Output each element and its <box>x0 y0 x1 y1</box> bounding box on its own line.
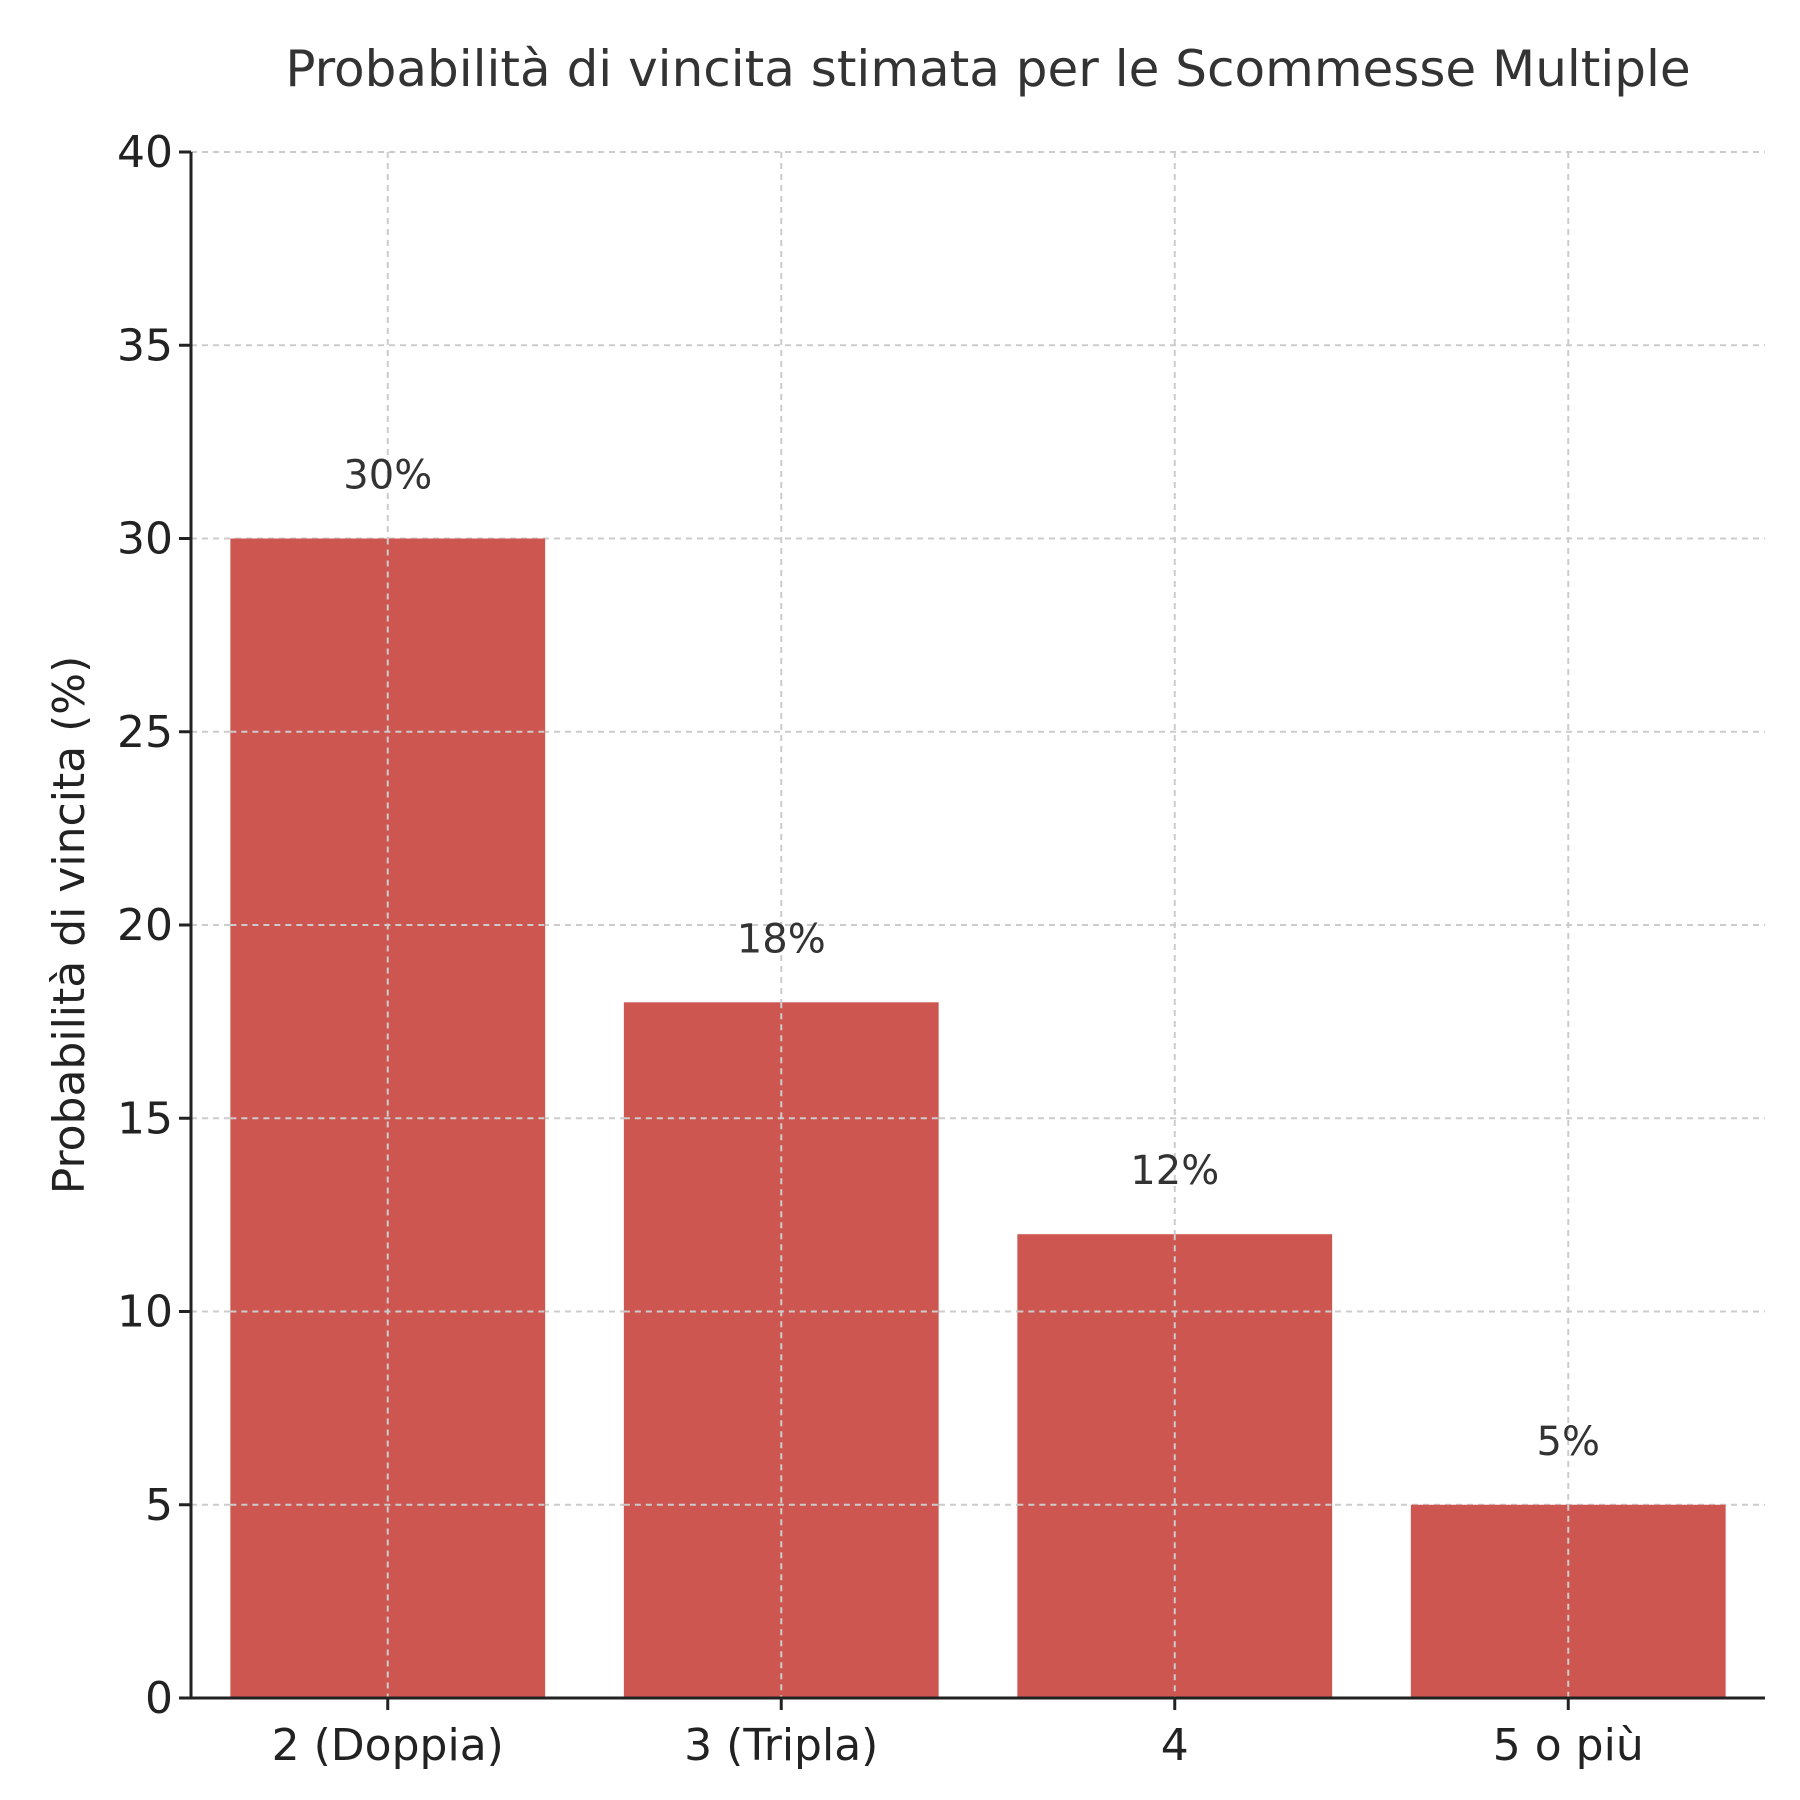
y-tick-label: 20 <box>117 900 173 951</box>
y-tick-label: 40 <box>117 127 173 178</box>
y-tick-label: 25 <box>117 707 173 758</box>
bars <box>230 538 1726 1698</box>
y-tick-label: 30 <box>117 514 173 565</box>
x-tick-label: 3 (Tripla) <box>684 1720 878 1771</box>
y-tick-label: 0 <box>145 1673 173 1724</box>
bar-value-labels: 30% 18% 12% 5% <box>343 453 1600 1465</box>
y-ticks: 0 5 10 15 20 25 30 35 40 <box>117 127 191 1724</box>
bar-value-label: 12% <box>1130 1148 1219 1194</box>
x-tick-label: 4 <box>1161 1720 1189 1771</box>
y-tick-label: 15 <box>117 1093 173 1144</box>
bar-value-label: 18% <box>737 916 826 962</box>
bar-value-label: 30% <box>343 453 432 499</box>
bar-value-label: 5% <box>1537 1419 1600 1465</box>
y-axis-label: Probabilità di vincita (%) <box>44 656 95 1195</box>
y-tick-label: 5 <box>145 1480 173 1531</box>
x-ticks: 2 (Doppia) 3 (Tripla) 4 5 o più <box>272 1698 1644 1771</box>
x-tick-label: 5 o più <box>1493 1720 1644 1771</box>
y-tick-label: 10 <box>117 1287 173 1338</box>
chart-title: Probabilità di vincita stimata per le Sc… <box>285 40 1690 98</box>
y-tick-label: 35 <box>117 320 173 371</box>
x-tick-label: 2 (Doppia) <box>272 1720 504 1771</box>
bar <box>1410 1504 1726 1698</box>
